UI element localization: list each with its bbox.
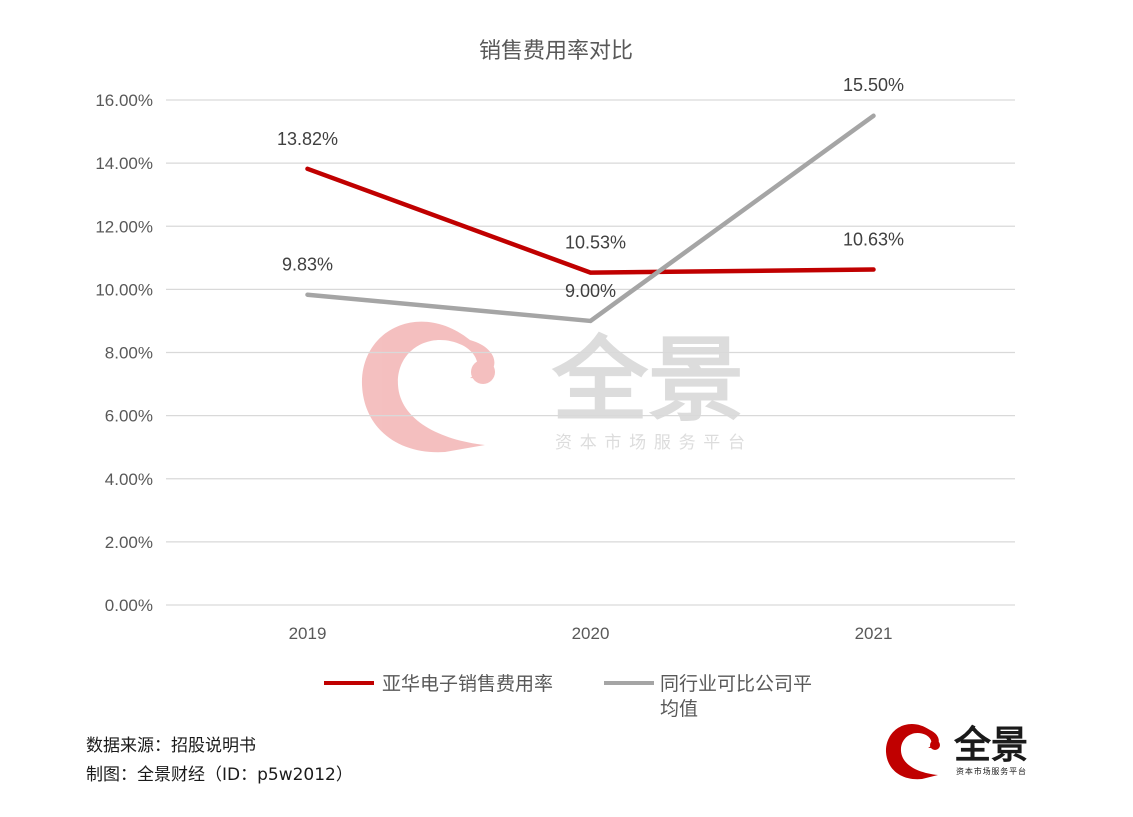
brand-logo-icon <box>885 723 940 780</box>
y-tick-label-3: 6.00% <box>105 407 153 426</box>
x-tick-label-2020: 2020 <box>572 624 610 643</box>
x-tick-label-2019: 2019 <box>289 624 327 643</box>
y-tick-label-2: 4.00% <box>105 470 153 489</box>
brand-logo-name: 全景 <box>953 723 1028 767</box>
legend-label-series-2-line-1: 同行业可比公司平 <box>660 673 812 695</box>
y-tick-label-7: 14.00% <box>95 154 153 173</box>
x-tick-label-2021: 2021 <box>855 624 893 643</box>
y-tick-label-0: 0.00% <box>105 596 153 615</box>
data-label-s1-2019: 13.82% <box>277 129 338 149</box>
x-axis: 2019 2020 2021 <box>289 624 893 643</box>
data-label-s1-2020: 10.53% <box>565 233 626 253</box>
y-tick-label-1: 2.00% <box>105 533 153 552</box>
data-source-note: 数据来源：招股说明书 <box>86 736 256 756</box>
y-tick-label-4: 8.00% <box>105 344 153 363</box>
data-label-s1-2021: 10.63% <box>843 229 904 249</box>
data-labels: 13.82% 10.53% 10.63% 9.83% 9.00% 15.50% <box>277 75 904 301</box>
y-axis: 0.00% 2.00% 4.00% 6.00% 8.00% 10.00% 12.00% 14.… <box>95 91 153 615</box>
legend-label-series-2-line-2: 均值 <box>660 698 698 720</box>
watermark-logo-icon <box>361 321 495 453</box>
y-tick-label-5: 10.00% <box>95 280 153 299</box>
watermark-brand: 全景 <box>551 327 744 434</box>
y-tick-label-8: 16.00% <box>95 91 153 110</box>
brand-logo-tagline: 资本市场服务平台 <box>956 766 1026 776</box>
watermark: 全景 资本市场服务平台 <box>361 321 745 453</box>
brand-logo: 全景 资本市场服务平台 <box>885 723 1028 780</box>
legend-label-series-1: 亚华电子销售费用率 <box>382 673 553 695</box>
y-tick-label-6: 12.00% <box>95 217 153 236</box>
chart-credit: 制图：全景财经（ID：p5w2012） <box>86 765 353 785</box>
chart-title: 销售费用率对比 <box>479 39 633 64</box>
watermark-tagline: 资本市场服务平台 <box>555 433 745 453</box>
data-label-s2-2021: 15.50% <box>843 75 904 95</box>
grid <box>166 99 1015 606</box>
series-lines <box>305 113 876 324</box>
legend: 亚华电子销售费用率 同行业可比公司平 均值 <box>324 673 812 720</box>
data-label-s2-2019: 9.83% <box>282 255 333 275</box>
data-label-s2-2020: 9.00% <box>565 281 616 301</box>
series-line-1 <box>305 166 876 275</box>
